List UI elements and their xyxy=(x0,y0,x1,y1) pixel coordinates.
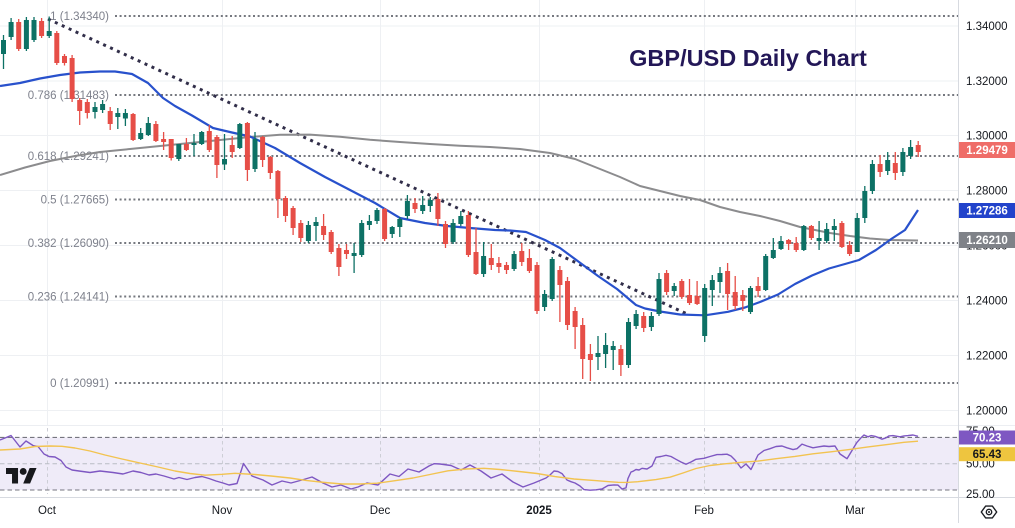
svg-text:0.5 (1.27665): 0.5 (1.27665) xyxy=(41,195,110,207)
svg-text:65.43: 65.43 xyxy=(973,449,1002,461)
svg-text:Feb: Feb xyxy=(694,505,714,517)
svg-text:1.28000: 1.28000 xyxy=(966,186,1008,198)
svg-text:0.786 (1.31483): 0.786 (1.31483) xyxy=(28,90,109,102)
svg-text:GBP/USD Daily Chart: GBP/USD Daily Chart xyxy=(629,45,867,71)
svg-text:Oct: Oct xyxy=(38,505,57,517)
svg-text:1.26210: 1.26210 xyxy=(966,235,1008,247)
svg-text:1 (1.34340): 1 (1.34340) xyxy=(50,11,109,23)
svg-text:0.236 (1.24141): 0.236 (1.24141) xyxy=(28,292,109,304)
svg-text:1.32000: 1.32000 xyxy=(966,76,1008,88)
svg-text:Dec: Dec xyxy=(370,505,391,517)
svg-text:50.00: 50.00 xyxy=(966,459,995,471)
svg-text:70.23: 70.23 xyxy=(973,433,1002,445)
svg-text:1.24000: 1.24000 xyxy=(966,296,1008,308)
svg-text:25.00: 25.00 xyxy=(966,489,995,501)
svg-text:2025: 2025 xyxy=(526,505,552,517)
svg-text:1.29479: 1.29479 xyxy=(966,145,1008,157)
svg-text:1.27286: 1.27286 xyxy=(966,206,1008,218)
svg-text:0.382 (1.26090): 0.382 (1.26090) xyxy=(28,238,109,250)
svg-text:1.20000: 1.20000 xyxy=(966,406,1008,418)
svg-text:1.34000: 1.34000 xyxy=(966,21,1008,33)
svg-text:1.22000: 1.22000 xyxy=(966,351,1008,363)
svg-text:0 (1.20991): 0 (1.20991) xyxy=(50,378,109,390)
svg-text:1.30000: 1.30000 xyxy=(966,131,1008,143)
svg-text:Mar: Mar xyxy=(845,505,865,517)
svg-text:Nov: Nov xyxy=(212,505,233,517)
